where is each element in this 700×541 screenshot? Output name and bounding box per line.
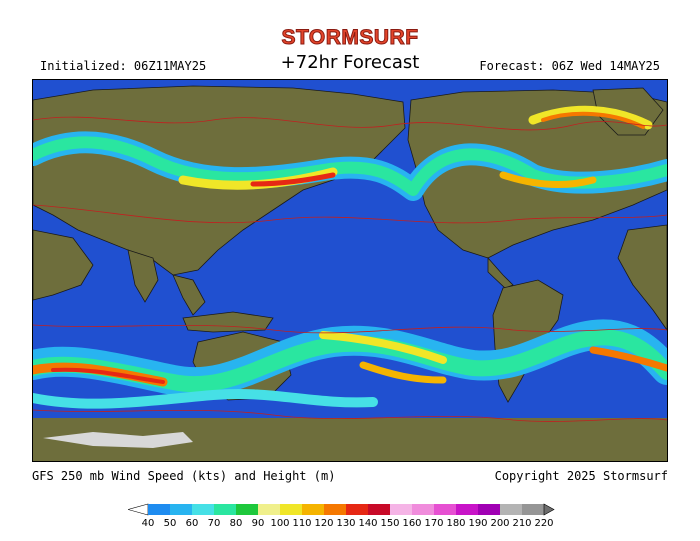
scale-swatch: [412, 504, 434, 515]
scale-swatch: [368, 504, 390, 515]
scale-tick-label: 130: [336, 518, 355, 529]
land-india: [127, 249, 159, 303]
scale-tick-label: 180: [446, 518, 465, 529]
land-southeast-asia: [172, 274, 206, 316]
scale-swatch: [302, 504, 324, 515]
scale-swatch: [434, 504, 456, 515]
wind-speed-color-scale: 40 50 60 70 80 90 100 110 120 130 140 150 160 170 180 1…: [128, 503, 555, 529]
scale-swatch: [522, 504, 544, 515]
height-contours: [33, 116, 667, 422]
land-africa: [617, 224, 667, 331]
scale-swatch: [478, 504, 500, 515]
scale-tick-label: 80: [230, 518, 243, 529]
scale-tick-label: 210: [512, 518, 531, 529]
scale-swatch: [258, 504, 280, 515]
land-arabia-africa-east: [33, 229, 94, 301]
scale-tick-label: 50: [164, 518, 177, 529]
stormsurf-logo: STORMSURF: [281, 26, 419, 50]
forecast-valid-time: Forecast: 06Z Wed 14MAY25: [479, 59, 660, 73]
jet-streams-south: [33, 319, 667, 409]
scale-tick-label: 190: [468, 518, 487, 529]
scale-tick-label: 90: [252, 518, 265, 529]
scale-tick-label: 140: [358, 518, 377, 529]
scale-tick-label: 200: [490, 518, 509, 529]
scale-tick-label: 120: [314, 518, 333, 529]
scale-arrow-high: [543, 503, 555, 516]
scale-tick-label: 40: [142, 518, 155, 529]
copyright: Copyright 2025 Stormsurf: [494, 469, 668, 483]
scale-swatch: [280, 504, 302, 515]
scale-tick-label: 100: [270, 518, 289, 529]
antarctica: [33, 418, 667, 461]
scale-tick-label: 70: [208, 518, 221, 529]
scale-swatch: [324, 504, 346, 515]
scale-tick-label: 60: [186, 518, 199, 529]
scale-tick-label: 170: [424, 518, 443, 529]
scale-swatch: [236, 504, 258, 515]
scale-arrow-low: [128, 503, 149, 516]
scale-tick-label: 220: [534, 518, 553, 529]
scale-swatch: [456, 504, 478, 515]
scale-tick-label: 150: [380, 518, 399, 529]
land-indonesia: [182, 311, 274, 333]
scale-swatch: [500, 504, 522, 515]
product-label: GFS 250 mb Wind Speed (kts) and Height (…: [32, 469, 336, 483]
scale-tick-label: 110: [292, 518, 311, 529]
scale-swatch: [390, 504, 412, 515]
scale-swatch: [148, 504, 170, 515]
wind-speed-map: [32, 79, 668, 462]
scale-swatch: [214, 504, 236, 515]
jet-streams-north: [33, 105, 667, 201]
scale-tick-label: 160: [402, 518, 421, 529]
scale-swatch: [346, 504, 368, 515]
forecast-title: +72hr Forecast: [280, 52, 420, 73]
initialized-time: Initialized: 06Z11MAY25: [40, 59, 207, 73]
scale-swatch: [170, 504, 192, 515]
scale-swatch: [192, 504, 214, 515]
